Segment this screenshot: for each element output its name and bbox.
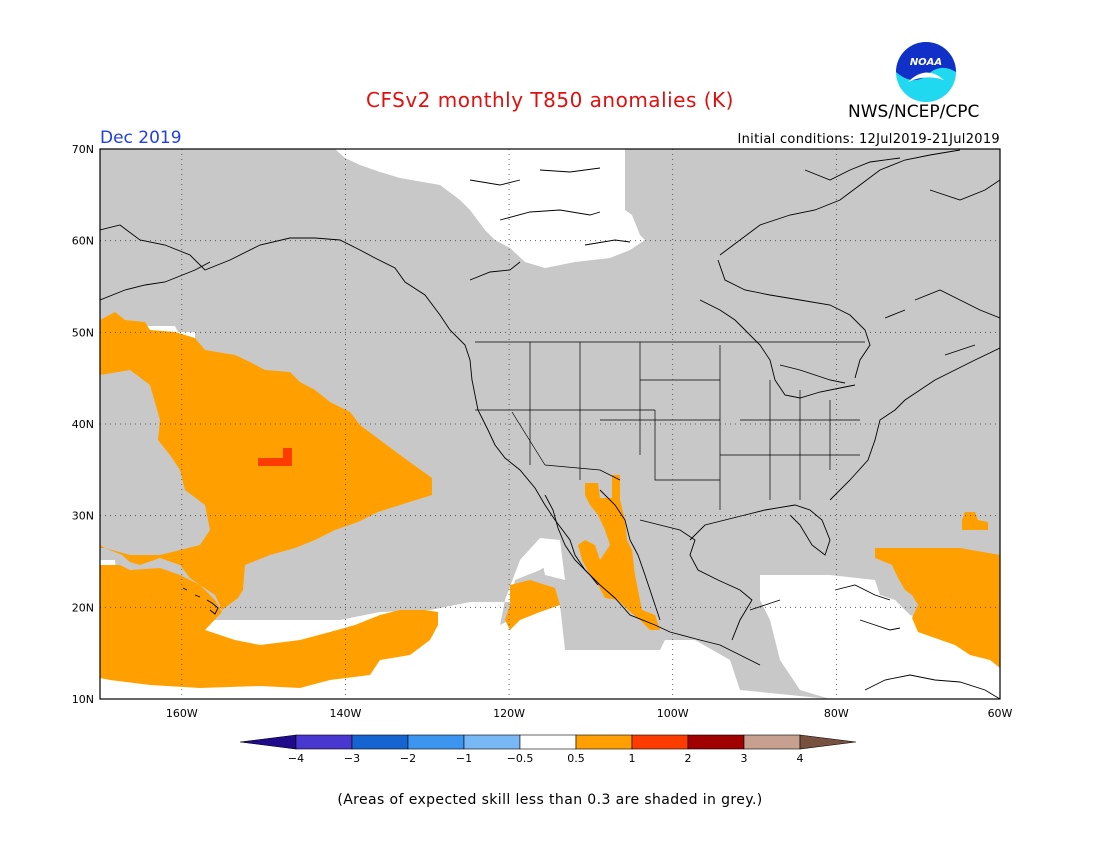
lon-tick-label: 140W	[330, 707, 362, 720]
colorbar-boxes	[239, 734, 857, 750]
orange-region-baja	[578, 475, 660, 630]
colorbar-arrow-low	[239, 734, 297, 750]
colorbar-box	[407, 734, 465, 750]
lat-tick-label: 70N	[72, 143, 94, 156]
colorbar-box	[519, 734, 577, 750]
colorbar-label: −1	[456, 752, 472, 765]
skill-footnote: (Areas of expected skill less than 0.3 a…	[337, 792, 763, 808]
colorbar-box	[295, 734, 353, 750]
red-region-pacific	[258, 448, 292, 466]
colorbar-label: −3	[344, 752, 360, 765]
organization-label: NWS/NCEP/CPC	[848, 102, 980, 122]
colorbar-box	[463, 734, 521, 750]
initial-conditions: Initial conditions: 12Jul2019-21Jul2019	[737, 132, 1000, 147]
state-borders	[475, 341, 865, 510]
orange-region-atlantic-patch	[962, 512, 988, 530]
lat-tick-label: 50N	[72, 326, 94, 339]
colorbar-label: 0.5	[567, 752, 585, 765]
white-region-caribbean	[760, 575, 1000, 699]
noaa-logo-text: NOAA	[910, 57, 942, 68]
colorbar-box	[631, 734, 689, 750]
baja-white	[538, 540, 565, 580]
longitude-labels: 160W 140W 120W 100W 80W 60W	[166, 707, 1013, 720]
chart-title: CFSv2 monthly T850 anomalies (K)	[366, 88, 734, 112]
colorbar-box	[351, 734, 409, 750]
colorbar-arrow-high	[799, 734, 857, 750]
gridlines	[100, 149, 1000, 699]
lat-tick-label: 30N	[72, 510, 94, 523]
colorbar-label: 4	[797, 752, 804, 765]
colorbar-label: −0.5	[507, 752, 534, 765]
lat-tick-label: 20N	[72, 601, 94, 614]
lon-tick-label: 100W	[657, 707, 689, 720]
lon-tick-label: 160W	[166, 707, 198, 720]
orange-region-central-pacific	[100, 565, 438, 688]
lon-tick-label: 80W	[824, 707, 849, 720]
coastlines	[100, 149, 1000, 699]
colorbar-labels: −4 −3 −2 −1 −0.5 0.5 1 2 3 4	[288, 752, 804, 765]
orange-gap-grey-1	[100, 370, 210, 555]
lat-tick-label: 40N	[72, 418, 94, 431]
noaa-logo: NOAA	[896, 42, 956, 102]
map-frame	[99, 148, 1001, 700]
orange-region-south-baja	[505, 580, 560, 630]
lon-tick-label: 60W	[988, 707, 1013, 720]
orange-region-atlantic	[875, 548, 1000, 668]
lat-tick-label: 60N	[72, 235, 94, 248]
latitude-labels: 10N 20N 30N 40N 50N 60N 70N	[72, 143, 94, 706]
colorbar-label: 1	[629, 752, 636, 765]
hawaii-islands	[182, 587, 219, 615]
lat-tick-label: 10N	[72, 693, 94, 706]
colorbar-box	[743, 734, 801, 750]
arctic-white-region	[335, 149, 645, 268]
colorbar-label: −2	[400, 752, 416, 765]
colorbar-label: 3	[741, 752, 748, 765]
lon-tick-label: 120W	[493, 707, 525, 720]
forecast-period: Dec 2019	[100, 128, 182, 148]
colorbar-box	[575, 734, 633, 750]
colorbar-label: −4	[288, 752, 304, 765]
colorbar-label: 2	[685, 752, 692, 765]
colorbar-box	[687, 734, 745, 750]
